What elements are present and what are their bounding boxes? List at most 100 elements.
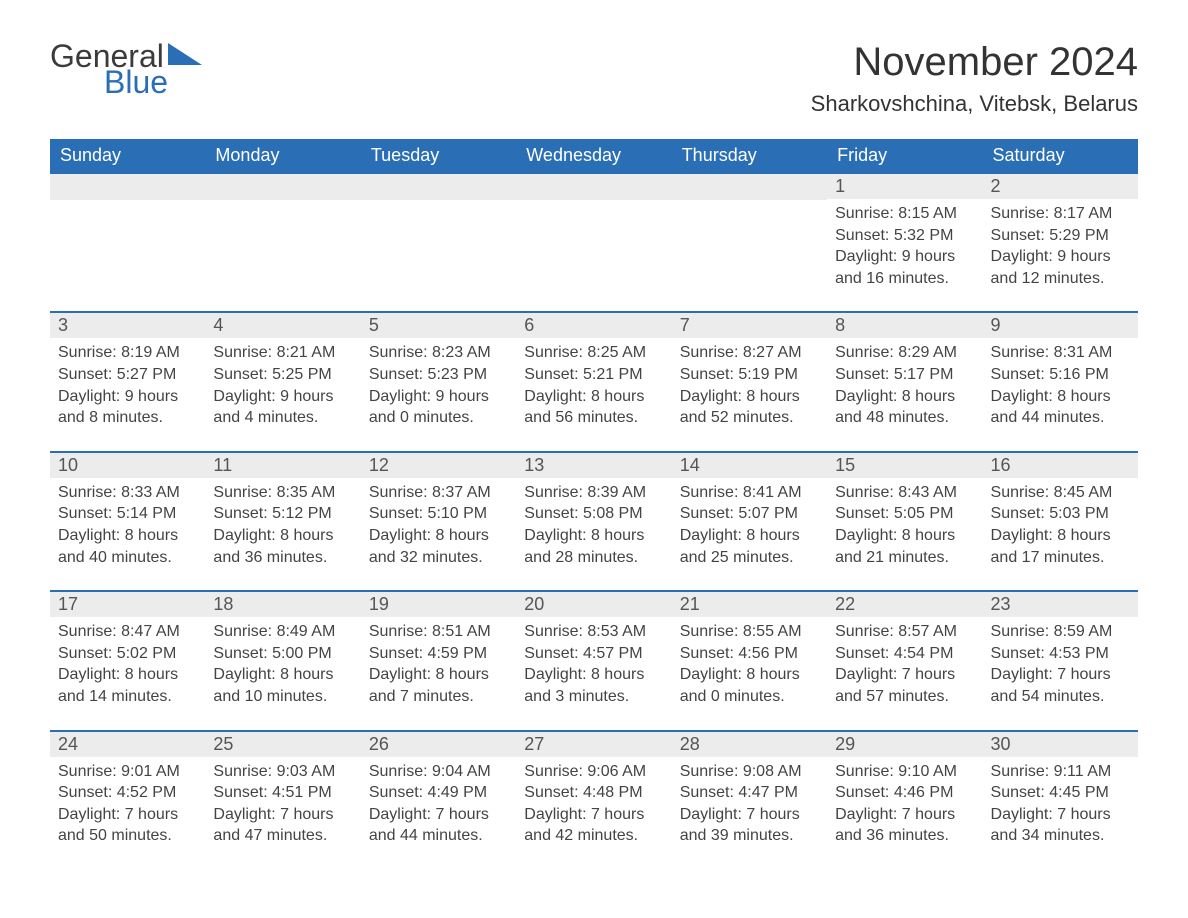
calendar-day-cell: 19Sunrise: 8:51 AMSunset: 4:59 PMDayligh… <box>361 591 516 730</box>
day-day1: Daylight: 8 hours <box>213 525 352 547</box>
day-number: 28 <box>672 732 827 757</box>
calendar-day-cell: 15Sunrise: 8:43 AMSunset: 5:05 PMDayligh… <box>827 452 982 591</box>
day-day1: Daylight: 7 hours <box>524 804 663 826</box>
weekday-header: Sunday <box>50 139 205 173</box>
day-number: 17 <box>50 592 205 617</box>
day-day1: Daylight: 7 hours <box>680 804 819 826</box>
day-sunrise: Sunrise: 8:23 AM <box>369 342 508 364</box>
calendar-week-row: 17Sunrise: 8:47 AMSunset: 5:02 PMDayligh… <box>50 591 1138 730</box>
day-day1: Daylight: 7 hours <box>991 804 1130 826</box>
day-day1: Daylight: 8 hours <box>835 386 974 408</box>
day-sunrise: Sunrise: 8:55 AM <box>680 621 819 643</box>
day-sunset: Sunset: 5:03 PM <box>991 503 1130 525</box>
day-sunrise: Sunrise: 9:01 AM <box>58 761 197 783</box>
day-sunset: Sunset: 5:29 PM <box>991 225 1130 247</box>
day-sunrise: Sunrise: 8:21 AM <box>213 342 352 364</box>
day-sunrise: Sunrise: 8:37 AM <box>369 482 508 504</box>
day-day2: and 14 minutes. <box>58 686 197 708</box>
calendar-day-cell: 1Sunrise: 8:15 AMSunset: 5:32 PMDaylight… <box>827 173 982 312</box>
day-day1: Daylight: 7 hours <box>369 804 508 826</box>
day-number: 26 <box>361 732 516 757</box>
calendar-day-cell: 9Sunrise: 8:31 AMSunset: 5:16 PMDaylight… <box>983 312 1138 451</box>
day-day1: Daylight: 8 hours <box>680 386 819 408</box>
calendar-day-cell: 29Sunrise: 9:10 AMSunset: 4:46 PMDayligh… <box>827 731 982 869</box>
day-day2: and 44 minutes. <box>991 407 1130 429</box>
day-day2: and 54 minutes. <box>991 686 1130 708</box>
day-number: 18 <box>205 592 360 617</box>
day-details: Sunrise: 8:55 AMSunset: 4:56 PMDaylight:… <box>672 617 827 729</box>
day-day1: Daylight: 8 hours <box>991 525 1130 547</box>
calendar-day-cell: 20Sunrise: 8:53 AMSunset: 4:57 PMDayligh… <box>516 591 671 730</box>
day-details: Sunrise: 9:08 AMSunset: 4:47 PMDaylight:… <box>672 757 827 869</box>
day-number: 20 <box>516 592 671 617</box>
day-sunset: Sunset: 5:05 PM <box>835 503 974 525</box>
month-title: November 2024 <box>811 40 1138 85</box>
day-day1: Daylight: 9 hours <box>835 246 974 268</box>
title-block: November 2024 Sharkovshchina, Vitebsk, B… <box>811 40 1138 131</box>
calendar-day-cell: 12Sunrise: 8:37 AMSunset: 5:10 PMDayligh… <box>361 452 516 591</box>
day-sunrise: Sunrise: 9:04 AM <box>369 761 508 783</box>
day-day1: Daylight: 7 hours <box>835 664 974 686</box>
day-sunrise: Sunrise: 9:06 AM <box>524 761 663 783</box>
day-details: Sunrise: 8:47 AMSunset: 5:02 PMDaylight:… <box>50 617 205 729</box>
day-day2: and 48 minutes. <box>835 407 974 429</box>
day-details: Sunrise: 8:21 AMSunset: 5:25 PMDaylight:… <box>205 338 360 450</box>
calendar-day-cell: 18Sunrise: 8:49 AMSunset: 5:00 PMDayligh… <box>205 591 360 730</box>
day-number: 5 <box>361 313 516 338</box>
day-sunrise: Sunrise: 8:17 AM <box>991 203 1130 225</box>
day-sunset: Sunset: 4:52 PM <box>58 782 197 804</box>
day-sunrise: Sunrise: 8:31 AM <box>991 342 1130 364</box>
calendar-day-cell <box>516 173 671 312</box>
day-number: 3 <box>50 313 205 338</box>
weekday-header: Saturday <box>983 139 1138 173</box>
day-day1: Daylight: 7 hours <box>58 804 197 826</box>
day-details: Sunrise: 8:27 AMSunset: 5:19 PMDaylight:… <box>672 338 827 450</box>
day-sunset: Sunset: 5:14 PM <box>58 503 197 525</box>
calendar-week-row: 1Sunrise: 8:15 AMSunset: 5:32 PMDaylight… <box>50 173 1138 312</box>
day-sunrise: Sunrise: 8:45 AM <box>991 482 1130 504</box>
day-sunset: Sunset: 4:46 PM <box>835 782 974 804</box>
day-sunset: Sunset: 4:54 PM <box>835 643 974 665</box>
day-sunset: Sunset: 5:19 PM <box>680 364 819 386</box>
calendar-day-cell: 23Sunrise: 8:59 AMSunset: 4:53 PMDayligh… <box>983 591 1138 730</box>
day-details: Sunrise: 9:04 AMSunset: 4:49 PMDaylight:… <box>361 757 516 869</box>
day-number <box>516 174 671 200</box>
day-details: Sunrise: 8:49 AMSunset: 5:00 PMDaylight:… <box>205 617 360 729</box>
day-sunrise: Sunrise: 8:27 AM <box>680 342 819 364</box>
day-sunrise: Sunrise: 8:53 AM <box>524 621 663 643</box>
day-number: 23 <box>983 592 1138 617</box>
day-details: Sunrise: 8:19 AMSunset: 5:27 PMDaylight:… <box>50 338 205 450</box>
day-number: 15 <box>827 453 982 478</box>
day-day1: Daylight: 8 hours <box>680 664 819 686</box>
day-day2: and 0 minutes. <box>680 686 819 708</box>
calendar-day-cell: 30 Sunrise: 9:11 AMSunset: 4:45 PMDayligh… <box>983 731 1138 869</box>
day-details: Sunrise: 8:43 AMSunset: 5:05 PMDaylight:… <box>827 478 982 590</box>
day-day2: and 32 minutes. <box>369 547 508 569</box>
day-sunrise: Sunrise: 8:41 AM <box>680 482 819 504</box>
day-day2: and 39 minutes. <box>680 825 819 847</box>
calendar-day-cell: 14Sunrise: 8:41 AMSunset: 5:07 PMDayligh… <box>672 452 827 591</box>
day-sunset: Sunset: 4:47 PM <box>680 782 819 804</box>
weekday-header-row: Sunday Monday Tuesday Wednesday Thursday… <box>50 139 1138 173</box>
day-day2: and 57 minutes. <box>835 686 974 708</box>
weekday-header: Thursday <box>672 139 827 173</box>
day-day2: and 0 minutes. <box>369 407 508 429</box>
day-sunset: Sunset: 5:02 PM <box>58 643 197 665</box>
day-number <box>50 174 205 200</box>
calendar-day-cell: 3Sunrise: 8:19 AMSunset: 5:27 PMDaylight… <box>50 312 205 451</box>
day-number: 30 <box>983 732 1138 757</box>
weekday-header: Monday <box>205 139 360 173</box>
calendar-day-cell <box>205 173 360 312</box>
day-sunrise: Sunrise: 9:11 AM <box>991 761 1130 783</box>
day-number: 29 <box>827 732 982 757</box>
day-number: 19 <box>361 592 516 617</box>
day-details: Sunrise: 8:17 AMSunset: 5:29 PMDaylight:… <box>983 199 1138 311</box>
day-day2: and 47 minutes. <box>213 825 352 847</box>
day-sunset: Sunset: 4:51 PM <box>213 782 352 804</box>
day-details: Sunrise: 8:25 AMSunset: 5:21 PMDaylight:… <box>516 338 671 450</box>
calendar-day-cell: 24Sunrise: 9:01 AMSunset: 4:52 PMDayligh… <box>50 731 205 869</box>
day-sunset: Sunset: 5:10 PM <box>369 503 508 525</box>
day-sunset: Sunset: 4:45 PM <box>991 782 1130 804</box>
day-number <box>361 174 516 200</box>
day-day1: Daylight: 8 hours <box>58 525 197 547</box>
